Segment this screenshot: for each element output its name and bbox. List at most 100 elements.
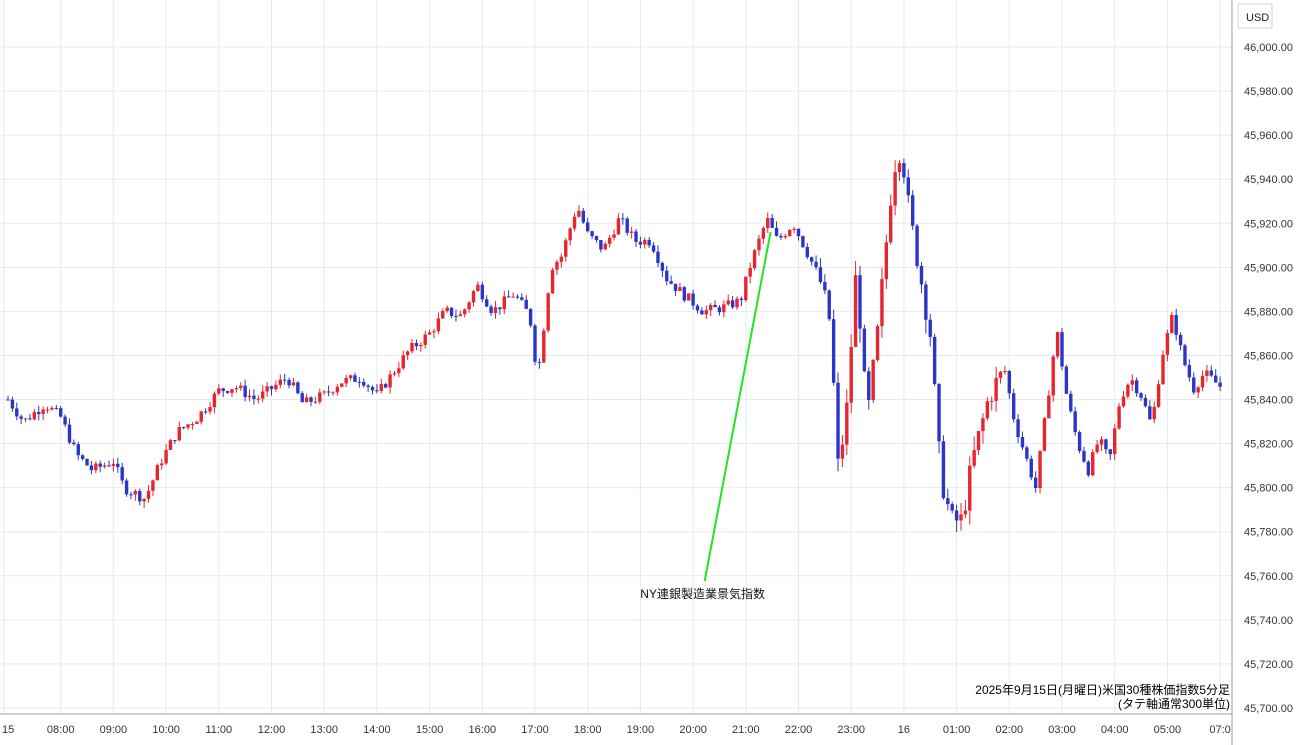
candle-body	[291, 382, 296, 386]
candle-body	[467, 302, 471, 310]
candle-body	[1192, 377, 1196, 393]
candle-body	[471, 291, 476, 303]
candle-body	[963, 510, 968, 515]
grid-layer	[0, 0, 1232, 714]
candle-body	[80, 455, 85, 459]
candle-body	[656, 251, 660, 264]
candle-body	[300, 393, 304, 403]
candle-body	[397, 368, 401, 374]
y-tick-label: 45,820.00	[1244, 439, 1293, 451]
y-tick-label: 45,940.00	[1244, 174, 1293, 186]
candle-body	[357, 381, 362, 383]
candle-body	[203, 411, 208, 413]
candle-body	[678, 287, 682, 291]
x-tick-label: 19:00	[627, 724, 655, 736]
candle-body	[862, 328, 867, 372]
candle-body	[629, 231, 634, 233]
candle-body	[880, 279, 884, 327]
candle-body	[625, 218, 629, 233]
candle-body	[524, 299, 528, 309]
candle-body	[616, 218, 621, 235]
candle-body	[647, 239, 651, 246]
candle-body	[990, 400, 994, 402]
candle-body	[985, 401, 990, 419]
candle-body	[577, 210, 581, 217]
candle-body	[1156, 384, 1161, 407]
candle-body	[72, 442, 76, 445]
candle-body	[981, 418, 985, 432]
candle-body	[164, 449, 168, 464]
candle-body	[691, 293, 695, 306]
candle-body	[889, 205, 893, 243]
candle-body	[770, 217, 774, 228]
candle-body	[45, 409, 50, 411]
candle-body	[906, 177, 910, 196]
candle-body	[998, 371, 1003, 378]
candle-body	[239, 385, 243, 389]
candle-body	[1218, 382, 1222, 387]
candle-body	[445, 307, 449, 312]
candle-body	[779, 235, 783, 238]
candle-body	[1060, 332, 1064, 367]
candle-body	[867, 371, 871, 400]
x-tick-label: 18:00	[574, 724, 602, 736]
candle-body	[1033, 477, 1038, 488]
candle-body	[564, 240, 568, 257]
candle-body	[651, 245, 656, 252]
candle-body	[1187, 365, 1192, 378]
candle-body	[695, 305, 700, 311]
candle-body	[902, 163, 906, 178]
candle-body	[432, 331, 436, 333]
candle-body	[511, 296, 515, 298]
candle-body	[1038, 450, 1042, 488]
candle-body	[186, 424, 190, 428]
candle-body	[331, 392, 335, 394]
candle-body	[322, 391, 326, 393]
candle-body	[550, 269, 555, 294]
candle-body	[419, 344, 423, 347]
candle-body	[388, 374, 392, 388]
candle-body	[318, 392, 322, 402]
x-tick-label: 16	[898, 724, 910, 736]
candle-body	[774, 227, 779, 236]
x-tick-label: 15:00	[416, 724, 444, 736]
candle-body	[643, 239, 647, 245]
candle-body	[177, 427, 181, 441]
candle-body	[221, 388, 225, 392]
candle-body	[730, 300, 735, 308]
candle-body	[1200, 375, 1205, 388]
candle-body	[458, 314, 463, 317]
candle-body	[559, 256, 564, 262]
candle-body	[757, 238, 761, 251]
candle-body	[1042, 418, 1047, 451]
y-tick-label: 45,760.00	[1244, 571, 1293, 583]
candle-body	[1047, 395, 1051, 419]
y-tick-label: 45,700.00	[1244, 703, 1293, 715]
candle-body	[884, 242, 889, 280]
x-tick-label: 21:00	[732, 724, 760, 736]
candle-body	[959, 514, 963, 521]
candle-body	[687, 293, 691, 301]
y-tick-label: 45,900.00	[1244, 262, 1293, 274]
candle-body	[476, 284, 480, 292]
candle-body	[853, 275, 858, 347]
candle-body	[1113, 428, 1117, 455]
x-tick-label: 04:00	[1101, 724, 1129, 736]
y-tick-labels: 46,000.00 45,980.00 45,960.00 45,940.00 45,9…	[1244, 42, 1293, 715]
candle-body	[326, 391, 331, 393]
candle-body	[1148, 406, 1152, 420]
candle-body	[116, 463, 120, 468]
y-tick-label: 45,980.00	[1244, 86, 1293, 98]
candle-body	[441, 311, 445, 319]
candle-body	[296, 382, 300, 394]
candle-body	[586, 222, 590, 232]
candle-body	[634, 231, 638, 242]
candle-body	[168, 440, 173, 450]
candle-body	[717, 307, 722, 313]
candle-body	[660, 263, 665, 271]
candle-body	[59, 408, 63, 417]
candle-body	[928, 319, 932, 337]
candle-body	[612, 234, 616, 238]
candle-body	[190, 423, 195, 425]
candle-body	[542, 330, 546, 363]
